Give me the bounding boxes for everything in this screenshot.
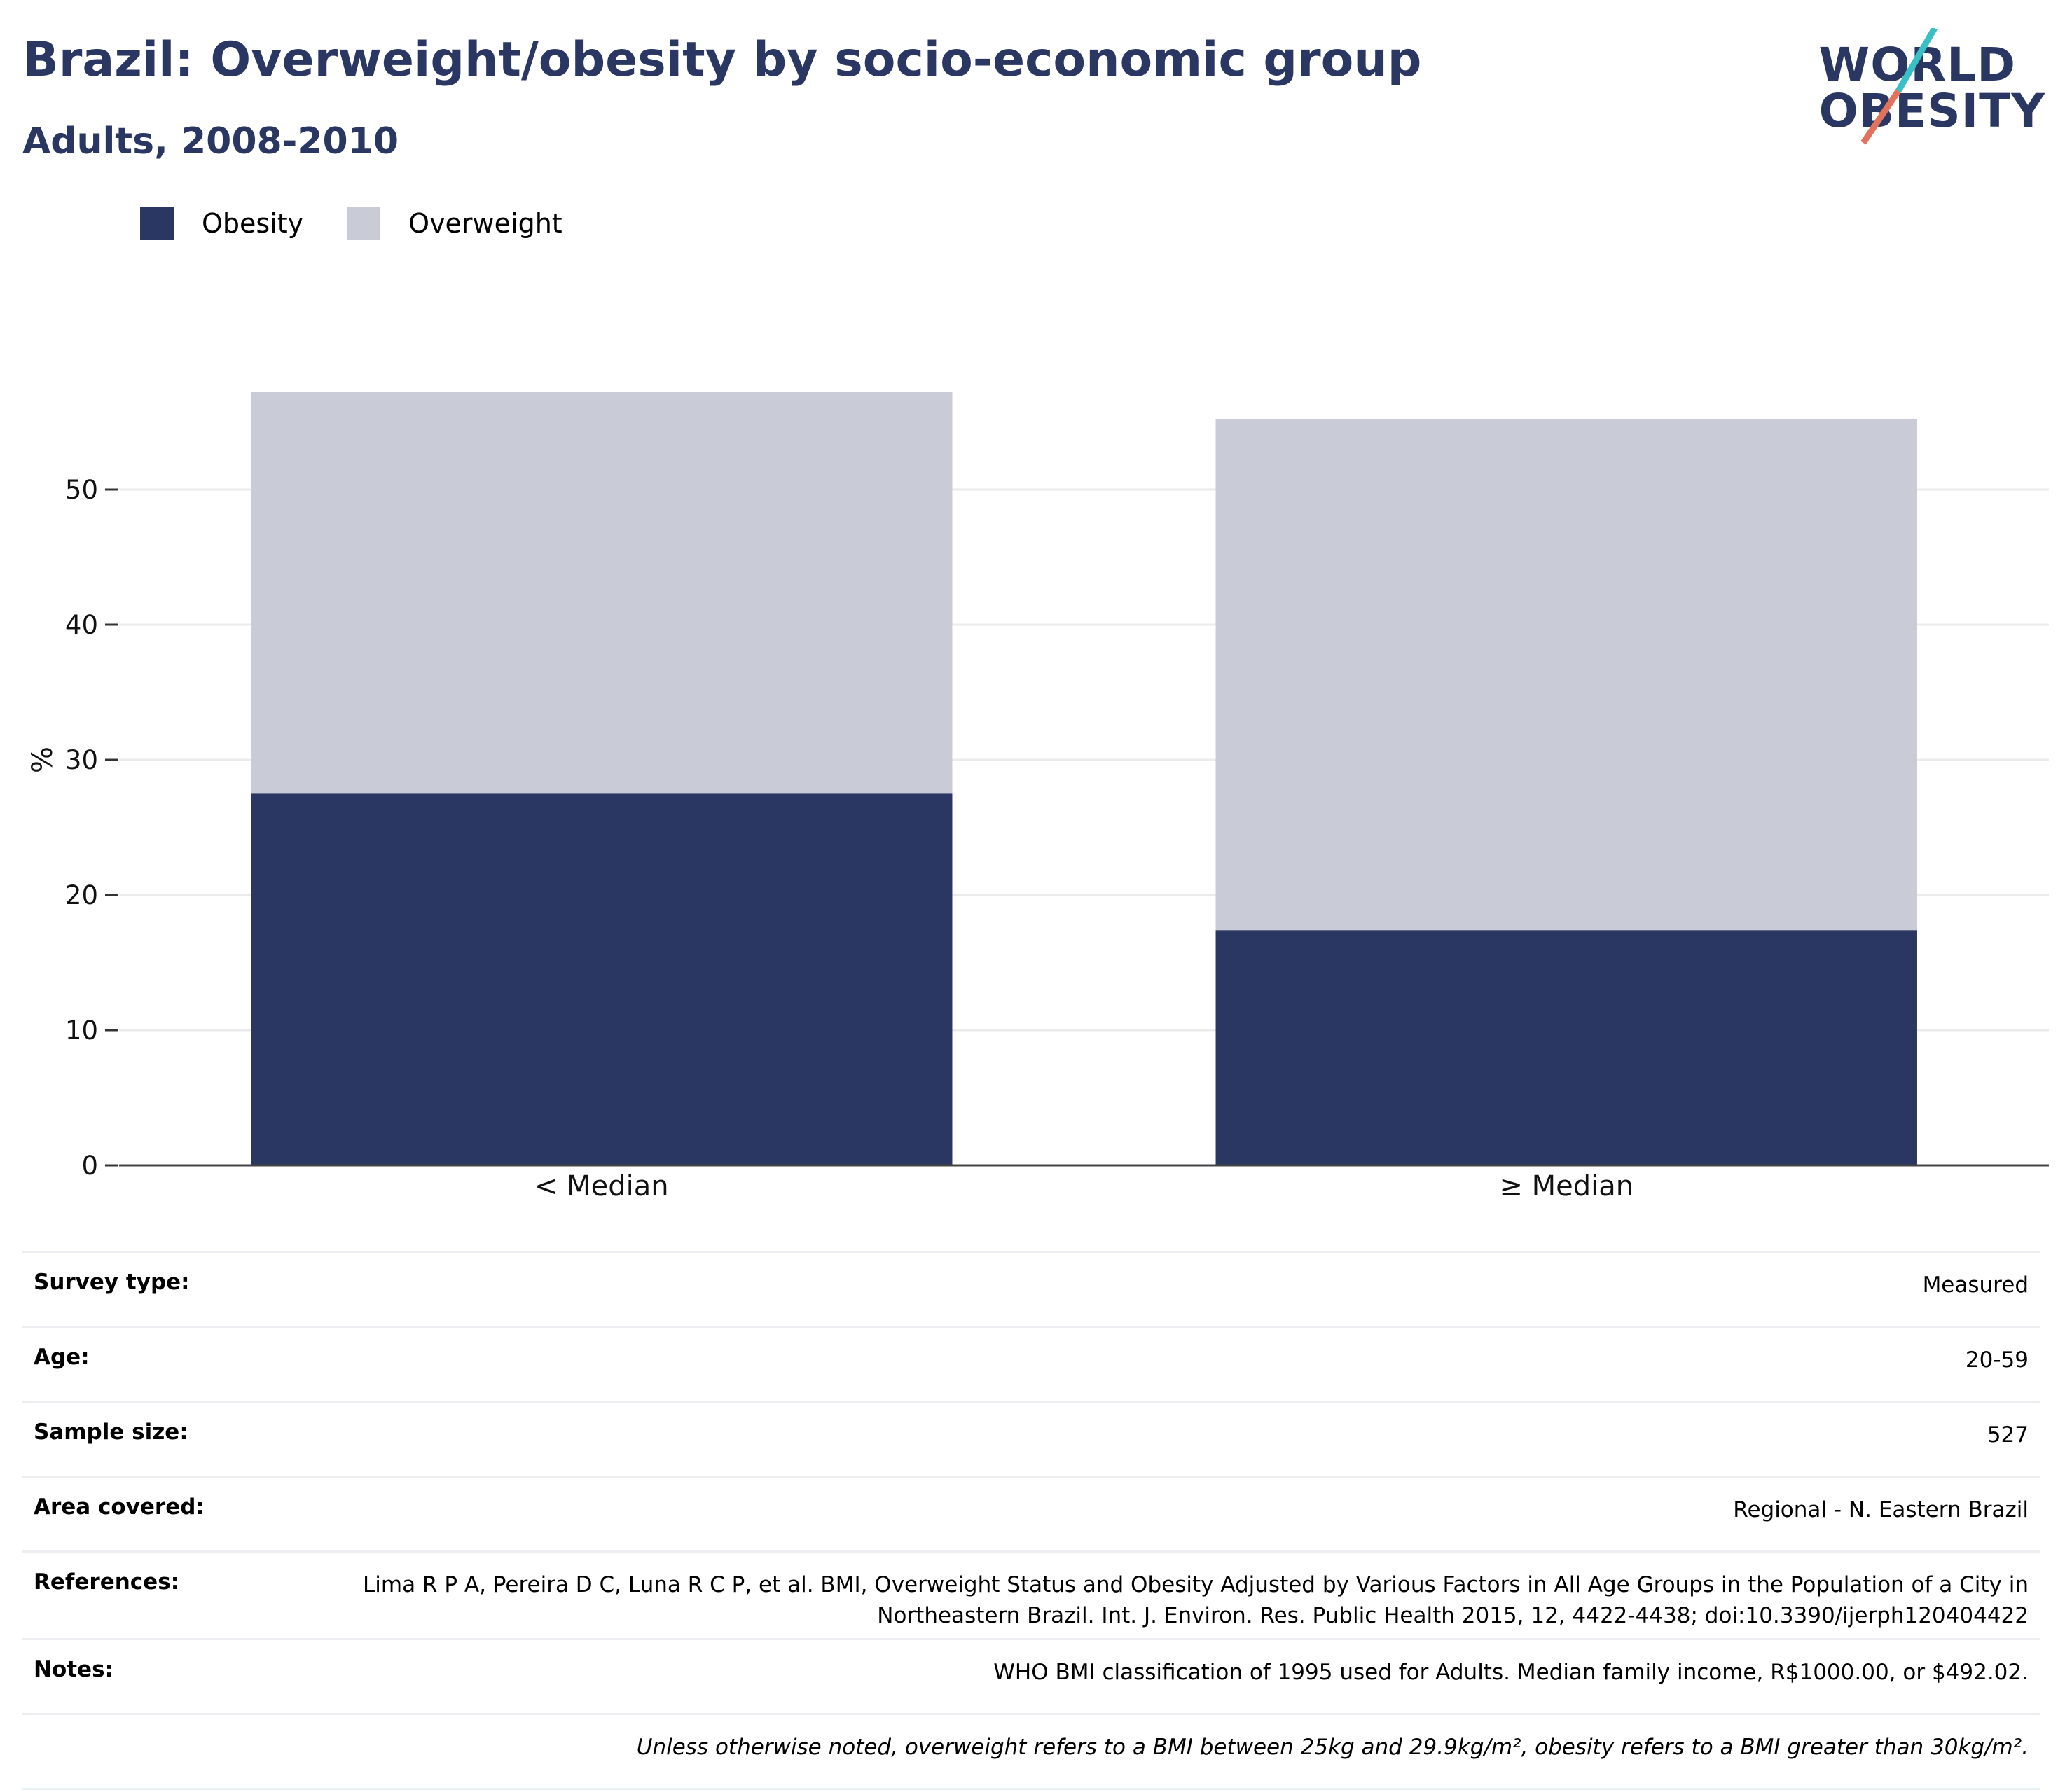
logo-word-obesity: OBESITY [1818,84,2045,138]
info-value: Regional - N. Eastern Brazil [339,1476,2040,1552]
info-row: Notes: WHO BMI classification of 1995 use… [22,1638,2040,1714]
info-value: Lima R P A, Pereira D C, Luna R C P, et … [339,1550,2040,1639]
world-obesity-logo: WORLD OBESITY [1818,28,2059,154]
info-label: Notes: [22,1638,339,1714]
bar-obesity-1 [1215,930,1917,1165]
info-footnote-row: Unless otherwise noted, overweight refer… [22,1713,2040,1790]
info-value: Measured [339,1251,2040,1327]
y-tick-label: 50 [65,475,98,505]
info-label: Sample size: [22,1401,339,1477]
info-label: Age: [22,1326,339,1402]
info-label: Area covered: [22,1476,339,1552]
footnote-spacer [22,1713,339,1790]
legend-swatch-obesity [140,207,174,240]
chart-legend: Obesity Overweight [140,207,606,240]
y-tick-label: 0 [81,1151,98,1181]
footnote-text: Unless otherwise noted, overweight refer… [339,1713,2040,1790]
x-tick-label: < Median [534,1170,669,1202]
bar-overweight-1 [1215,419,1917,931]
info-label: Survey type: [22,1251,339,1327]
info-label: References: [22,1550,339,1639]
y-axis-label: % [27,747,59,773]
info-value: 527 [339,1401,2040,1477]
y-tick-label: 30 [65,745,98,775]
legend-swatch-overweight [347,207,381,240]
info-row: Age: 20-59 [22,1326,2040,1402]
info-value: WHO BMI classification of 1995 used for … [339,1638,2040,1714]
info-row: References: Lima R P A, Pereira D C, Luna… [22,1550,2040,1639]
info-row: Sample size: 527 [22,1401,2040,1477]
stacked-bar-chart: 0 10 20 30 40 50% < Median ≥ Median [27,392,2049,1202]
legend-label-obesity: Obesity [202,208,304,239]
info-row: Area covered: Regional - N. Eastern Brazi… [22,1476,2040,1552]
bar-overweight-0 [251,392,953,794]
y-tick-label: 20 [65,880,98,910]
legend-item-obesity: Obesity [140,207,303,240]
info-value: 20-59 [339,1326,2040,1402]
info-row: Survey type: Measured [22,1251,2040,1327]
chart-subtitle: Adults, 2008-2010 [22,120,399,162]
y-tick-label: 40 [65,610,98,640]
logo-slash-icon [1860,28,1938,145]
legend-label-overweight: Overweight [408,208,562,239]
legend-item-overweight: Overweight [347,207,562,240]
bar-obesity-0 [251,793,953,1165]
y-tick-label: 10 [65,1015,98,1046]
x-tick-label: ≥ Median [1499,1170,1634,1202]
survey-info-table: Survey type: Measured Age: 20-59 Sample size… [22,1251,2040,1790]
chart-title: Brazil: Overweight/obesity by socio-econ… [22,32,1422,88]
